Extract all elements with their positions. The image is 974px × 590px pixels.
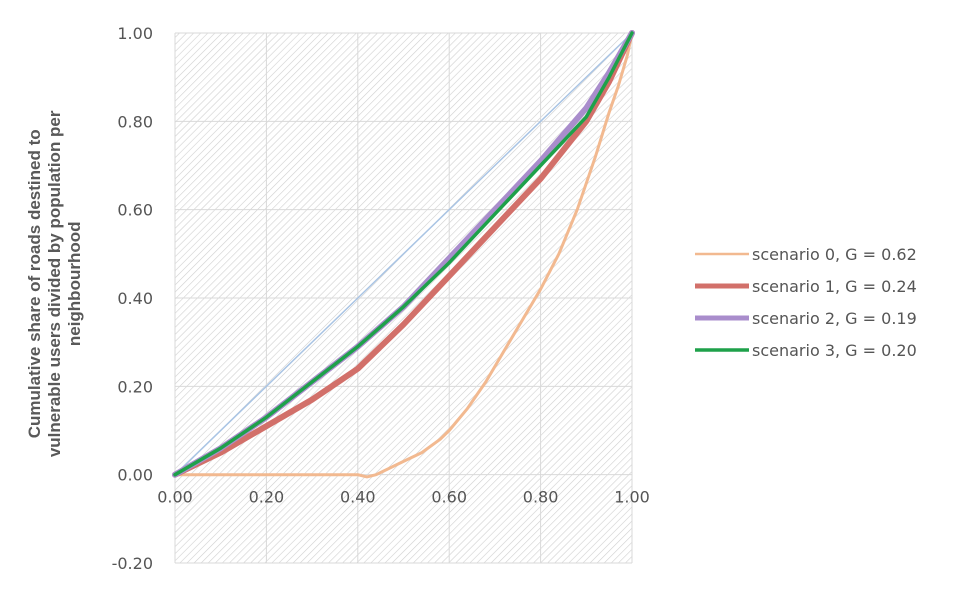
y-tick-label: 0.00 xyxy=(117,466,153,485)
x-tick-label: 0.20 xyxy=(249,488,285,507)
legend-label-scenario-2: scenario 2, G = 0.19 xyxy=(752,309,917,328)
equality-line xyxy=(174,32,633,476)
y-axis-label-line: vulnerable users divided by population p… xyxy=(45,110,64,457)
x-tick-label: 0.60 xyxy=(431,488,467,507)
y-tick-label: 0.40 xyxy=(117,289,153,308)
series-group xyxy=(172,30,635,479)
y-tick-label: 0.60 xyxy=(117,201,153,220)
y-tick-label: 0.20 xyxy=(117,377,153,396)
legend-label-scenario-3: scenario 3, G = 0.20 xyxy=(752,341,917,360)
legend: scenario 0, G = 0.62 scenario 1, G = 0.24… xyxy=(695,245,917,360)
y-tick-label: 1.00 xyxy=(117,24,153,43)
equality-line-group xyxy=(174,32,633,476)
x-tick-label: 0.40 xyxy=(340,488,376,507)
series-line-scenario-3 xyxy=(173,31,634,477)
legend-label-scenario-1: scenario 1, G = 0.24 xyxy=(752,277,917,296)
y-axis-label-line: Cumulative share of roads destined to xyxy=(25,129,44,438)
x-tick-label: 1.00 xyxy=(614,488,650,507)
x-tick-label: 0.80 xyxy=(523,488,559,507)
y-tick-label: 0.80 xyxy=(117,112,153,131)
series-line-scenario-1 xyxy=(172,30,635,478)
y-axis-label-line: neighbourhood xyxy=(65,222,84,347)
x-tick-label: 0.00 xyxy=(157,488,193,507)
y-tick-label: -0.20 xyxy=(112,554,153,573)
y-axis-ticks: -0.20 0.00 0.20 0.40 0.60 0.80 1.00 xyxy=(112,24,153,573)
legend-label-scenario-0: scenario 0, G = 0.62 xyxy=(752,245,917,264)
y-axis-label: Cumulative share of roads destined tovul… xyxy=(25,110,84,457)
series-line-scenario-0 xyxy=(173,31,634,479)
x-axis-ticks: 0.00 0.20 0.40 0.60 0.80 1.00 xyxy=(157,488,650,507)
